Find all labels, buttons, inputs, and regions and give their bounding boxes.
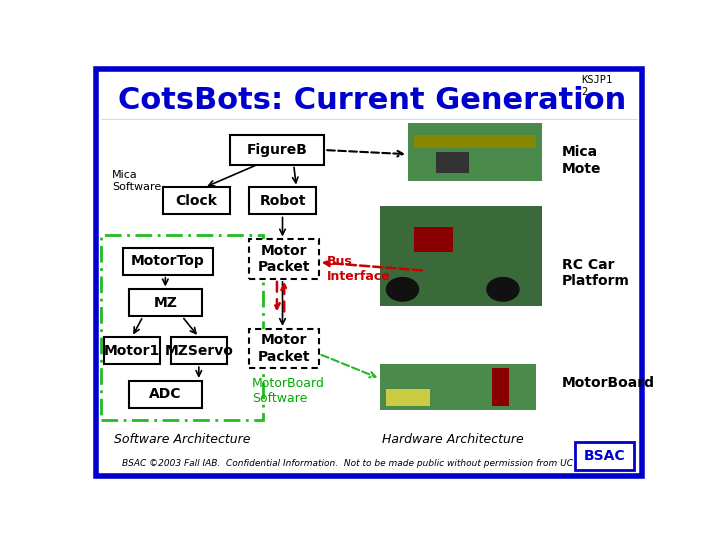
Text: Software Architecture: Software Architecture [114, 433, 251, 446]
Bar [414, 227, 453, 252]
Text: Motor
Packet: Motor Packet [258, 244, 310, 274]
Bar [380, 206, 542, 306]
Text: Robot: Robot [259, 194, 306, 208]
Text: MotorBoard: MotorBoard [562, 376, 654, 390]
Bar [230, 136, 324, 165]
Bar [436, 152, 469, 173]
Text: FigureB: FigureB [246, 143, 307, 157]
Text: Mica
Mote: Mica Mote [562, 145, 601, 176]
Text: BSAC ©2003 Fall IAB.  Confidential Information.  Not to be made public without p: BSAC ©2003 Fall IAB. Confidential Inform… [122, 458, 616, 468]
Bar [408, 123, 542, 181]
Text: Bus
Interface: Bus Interface [327, 254, 391, 282]
Bar [386, 389, 431, 406]
Text: ADC: ADC [149, 387, 181, 401]
Bar [171, 337, 227, 364]
Bar [104, 337, 160, 364]
Text: MZServo: MZServo [164, 343, 233, 357]
Text: MotorBoard
Software: MotorBoard Software [252, 377, 325, 405]
Text: CotsBots: Current Generation: CotsBots: Current Generation [118, 85, 626, 114]
Text: Motor
Packet: Motor Packet [258, 334, 310, 363]
Bar [124, 248, 213, 275]
Circle shape [486, 277, 520, 302]
Bar [129, 381, 202, 408]
Text: MZ: MZ [153, 296, 177, 310]
Text: Motor1: Motor1 [104, 343, 160, 357]
Bar [249, 239, 319, 279]
Bar [492, 368, 508, 406]
Text: MotorTop: MotorTop [131, 254, 205, 268]
Bar [380, 364, 536, 410]
Bar [129, 289, 202, 316]
Circle shape [386, 277, 419, 302]
Bar [249, 329, 319, 368]
Bar [163, 187, 230, 214]
Bar [413, 136, 536, 148]
Bar [101, 235, 263, 420]
Bar [575, 442, 634, 470]
Bar [249, 187, 316, 214]
Text: Hardware Architecture: Hardware Architecture [382, 433, 523, 446]
Text: Clock: Clock [175, 194, 217, 208]
Text: KSJP1
2: KSJP1 2 [581, 75, 612, 97]
Text: Mica
Software: Mica Software [112, 171, 161, 192]
Text: RC Car
Platform: RC Car Platform [562, 258, 629, 288]
Text: BSAC: BSAC [584, 449, 626, 463]
